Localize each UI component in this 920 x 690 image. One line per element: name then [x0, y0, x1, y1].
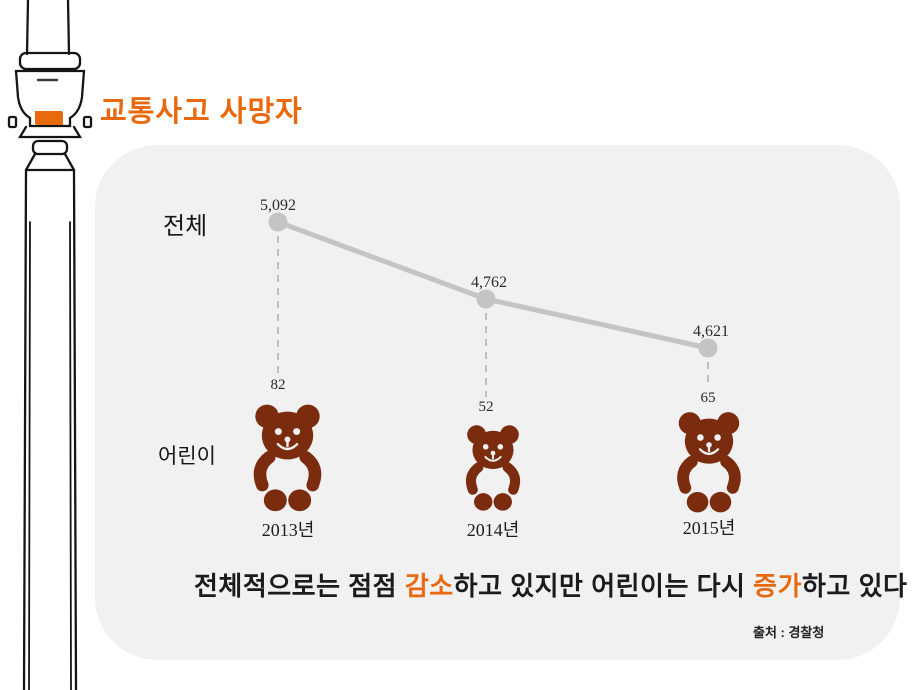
teddy-bear-icon-2015 [668, 406, 750, 514]
summary-emphasis-increase: 증가 [753, 571, 803, 601]
lamp-pole-outer-left [22, 168, 28, 690]
summary-emphasis-decrease: 감소 [404, 571, 454, 601]
lamp-neck-flare-right [63, 152, 76, 172]
series-label-children: 어린이 [158, 444, 216, 468]
year-label-2014: 2014년 [466, 520, 520, 540]
page-title: 교통사고 사망자 [100, 96, 303, 128]
lamp-pole-inner-left [28, 221, 31, 690]
title-bullet [36, 112, 63, 125]
teddy-bear-icon-2013 [244, 398, 331, 513]
value-label-total-2014: 4,762 [471, 274, 507, 291]
summary-part: 하고 있지만 어린이는 다시 [453, 571, 754, 601]
summary-part: 전체적으로는 점점 [194, 571, 405, 601]
lamp-upper-pole-left [25, 0, 30, 56]
street-lamp-illustration [7, 0, 93, 690]
summary-part: 하고 있다 [802, 571, 908, 601]
lamp-neck-collar [31, 139, 69, 156]
lamp-neck-flare-left [24, 152, 37, 172]
lamp-housing [14, 69, 86, 128]
value-label-children-2014: 52 [478, 399, 494, 415]
lamp-bolt-right [82, 115, 93, 129]
value-label-total-2015: 4,621 [693, 323, 729, 340]
summary-text: 전체적으로는 점점 감소하고 있지만 어린이는 다시 증가하고 있다 [194, 566, 907, 603]
teddy-bear-icon-2014 [458, 420, 528, 512]
value-label-total-2013: 5,092 [260, 197, 296, 214]
source-text: 출처 : 경찰청 [753, 625, 825, 640]
lamp-pole-inner-right [69, 221, 72, 690]
value-label-children-2015: 65 [700, 390, 716, 406]
value-label-children-2013: 82 [270, 377, 286, 393]
lamp-bolt-left [7, 115, 18, 129]
series-label-total: 전체 [163, 214, 208, 240]
lamp-pole-outer-right [72, 168, 78, 690]
year-label-2015: 2015년 [682, 518, 736, 538]
lamp-upper-pole-right [66, 0, 71, 56]
year-label-2013: 2013년 [261, 520, 315, 540]
lamp-cap [18, 51, 82, 71]
lamp-rim [17, 125, 83, 139]
